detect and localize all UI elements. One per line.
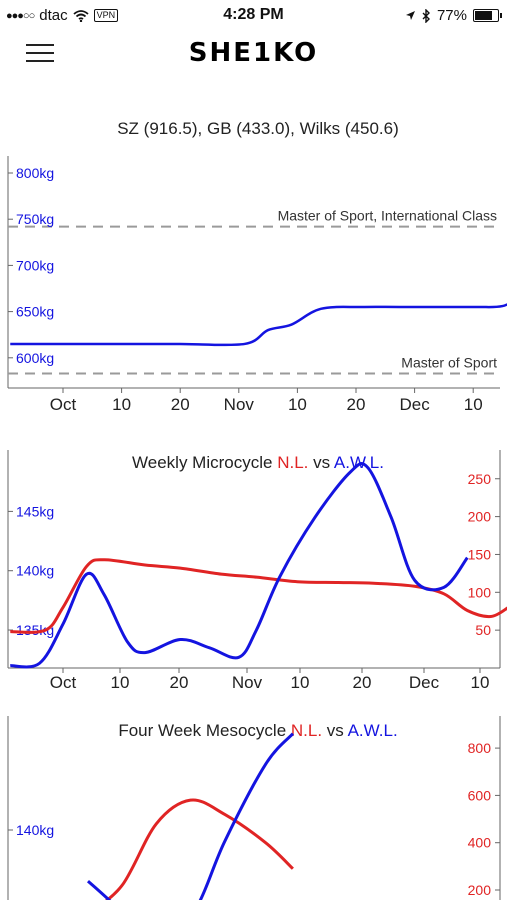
y-right-tick-label: 400 bbox=[468, 835, 492, 851]
y-tick-labels: 600kg 650kg 700kg 750kg 800kg bbox=[8, 165, 54, 366]
y-left-tick-label: 135kg bbox=[16, 622, 54, 638]
hamburger-icon-line bbox=[26, 52, 54, 54]
y-left-tick-labels: 140kg bbox=[8, 822, 54, 838]
y-right-tick-label: 250 bbox=[468, 471, 492, 487]
series-line-blue bbox=[10, 303, 507, 347]
total-progress-chart: SZ (916.5), GB (433.0), Wilks (450.6) Ma… bbox=[7, 119, 507, 414]
x-tick-label: 10 bbox=[111, 673, 130, 692]
x-tick-label: 10 bbox=[471, 673, 490, 692]
status-bar: ●●●○○ dtac VPN 4:28 PM 77% bbox=[0, 0, 507, 32]
x-tick-label: Nov bbox=[232, 673, 263, 692]
y-right-tick-label: 150 bbox=[468, 546, 492, 562]
x-tick-label: 10 bbox=[464, 395, 483, 414]
x-tick-label: Dec bbox=[399, 395, 430, 414]
app-logo: SHE1KO bbox=[188, 38, 319, 68]
y-tick-label: 750kg bbox=[16, 211, 54, 227]
y-left-tick-labels: 135kg 140kg 145kg bbox=[8, 503, 54, 638]
x-tick-label: 10 bbox=[112, 395, 131, 414]
y-right-tick-label: 600 bbox=[468, 787, 492, 803]
x-tick-label: 20 bbox=[171, 395, 190, 414]
hamburger-menu-button[interactable] bbox=[26, 40, 54, 64]
y-left-tick-label: 140kg bbox=[16, 563, 54, 579]
x-tick-label: 20 bbox=[353, 673, 372, 692]
y-right-tick-label: 200 bbox=[468, 509, 492, 525]
x-tick-label: 10 bbox=[288, 395, 307, 414]
hamburger-icon-line bbox=[26, 60, 54, 62]
chart-title: Four Week Mesocycle N.L. vs A.W.L. bbox=[118, 721, 397, 740]
reference-line-label: Master of Sport bbox=[401, 355, 497, 371]
x-tick-label: 20 bbox=[347, 395, 366, 414]
x-tick-label: 20 bbox=[170, 673, 189, 692]
vpn-badge: VPN bbox=[93, 9, 119, 22]
series-line-blue bbox=[86, 732, 295, 900]
y-tick-label: 650kg bbox=[16, 304, 54, 320]
x-tick-label: Nov bbox=[224, 395, 255, 414]
x-tick-label: 10 bbox=[291, 673, 310, 692]
y-right-tick-label: 800 bbox=[468, 740, 492, 756]
bluetooth-icon bbox=[422, 8, 430, 23]
x-tick-labels: Oct 10 20 Nov 10 20 Dec 10 bbox=[50, 388, 483, 414]
status-left: ●●●○○ dtac VPN bbox=[6, 7, 119, 24]
location-arrow-icon bbox=[405, 11, 415, 20]
carrier-name: dtac bbox=[39, 7, 68, 24]
x-tick-label: Dec bbox=[409, 673, 440, 692]
series-line-blue bbox=[10, 462, 469, 669]
y-left-tick-label: 140kg bbox=[16, 822, 54, 838]
hamburger-icon-line bbox=[26, 44, 54, 46]
y-right-tick-labels: 200 400 600 800 bbox=[468, 740, 500, 898]
x-tick-label: Oct bbox=[50, 395, 77, 414]
status-time: 4:28 PM bbox=[223, 6, 284, 23]
status-right: 77% bbox=[405, 7, 502, 24]
y-right-tick-label: 100 bbox=[468, 584, 492, 600]
series-line-red bbox=[104, 798, 294, 900]
series-lines bbox=[10, 462, 507, 669]
reference-lines: Master of Sport, International Class Mast… bbox=[8, 208, 500, 375]
y-right-tick-labels: 50 100 150 200 250 bbox=[468, 471, 500, 638]
y-right-tick-label: 50 bbox=[475, 622, 491, 638]
y-left-tick-label: 145kg bbox=[16, 503, 54, 519]
y-tick-label: 600kg bbox=[16, 350, 54, 366]
four-week-mesocycle-chart: Four Week Mesocycle N.L. vs A.W.L. 140kg… bbox=[7, 716, 501, 900]
y-tick-label: 800kg bbox=[16, 165, 54, 181]
weekly-microcycle-chart: Weekly Microcycle N.L. vs A.W.L. 135kg 14… bbox=[7, 450, 507, 692]
chart-title: Weekly Microcycle N.L. vs A.W.L. bbox=[132, 453, 384, 472]
battery-fill bbox=[475, 11, 492, 20]
y-right-tick-label: 200 bbox=[468, 882, 492, 898]
x-tick-labels: Oct 10 20 Nov 10 20 Dec 10 bbox=[50, 668, 490, 692]
wifi-icon bbox=[73, 9, 89, 22]
x-tick-label: Oct bbox=[50, 673, 77, 692]
series-lines bbox=[86, 732, 295, 900]
signal-icon: ●●●○○ bbox=[6, 9, 35, 22]
series-lines bbox=[10, 303, 507, 347]
nav-bar: SHE1KO bbox=[0, 32, 507, 76]
battery-icon bbox=[473, 9, 502, 22]
reference-line-label: Master of Sport, International Class bbox=[278, 208, 497, 224]
battery-percent: 77% bbox=[436, 7, 467, 24]
y-tick-label: 700kg bbox=[16, 257, 54, 273]
series-line-red bbox=[10, 558, 507, 634]
chart-title: SZ (916.5), GB (433.0), Wilks (450.6) bbox=[117, 119, 399, 138]
